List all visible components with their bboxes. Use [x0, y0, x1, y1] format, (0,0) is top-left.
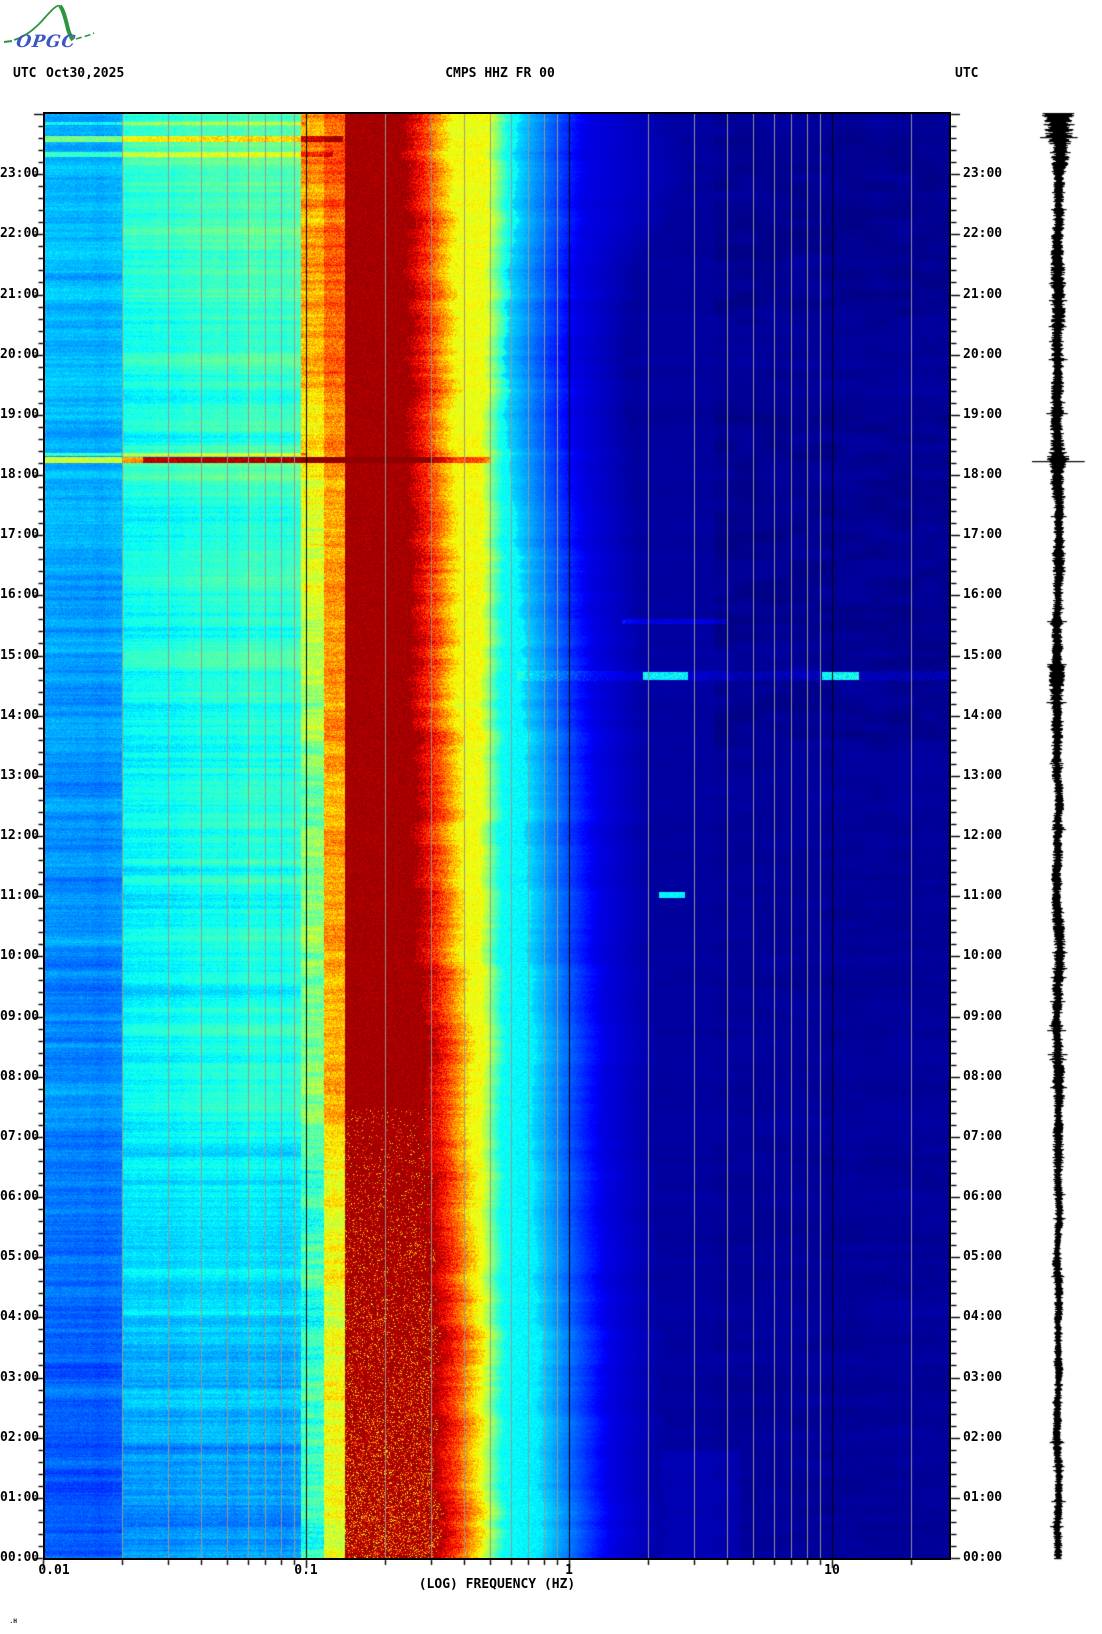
time-label-right: 13:00 [963, 767, 1003, 783]
time-label-right: 00:00 [963, 1550, 1003, 1565]
time-label-right: 14:00 [963, 707, 1003, 723]
time-label-right: 20:00 [963, 346, 1003, 362]
time-label-left: 00:00 [0, 1550, 40, 1565]
time-label-left: 07:00 [0, 1128, 40, 1144]
freq-tick-label: 0.01 [38, 1563, 70, 1578]
freq-tick-label: 10 [824, 1563, 840, 1578]
time-label-left: 01:00 [0, 1489, 40, 1505]
time-label-right: 12:00 [963, 828, 1003, 843]
time-label-right: 10:00 [963, 948, 1003, 964]
time-label-right: 19:00 [963, 406, 1003, 422]
freq-tick-label: 1 [565, 1563, 573, 1578]
time-label-right: 08:00 [963, 1068, 1003, 1084]
time-label-left: 02:00 [0, 1429, 40, 1445]
time-label-right: 04:00 [963, 1309, 1003, 1325]
time-label-left: 11:00 [0, 888, 40, 904]
time-label-left: 21:00 [0, 286, 40, 302]
time-label-left: 15:00 [0, 647, 40, 663]
time-label-left: 13:00 [0, 767, 40, 783]
time-label-left: 22:00 [0, 226, 40, 242]
time-label-left: 18:00 [0, 467, 40, 482]
time-label-left: 06:00 [0, 1189, 40, 1204]
x-axis-title: (LOG) FREQUENCY (HZ) [418, 1577, 576, 1592]
corner-artifact: .H [9, 1617, 18, 1625]
time-label-left: 16:00 [0, 587, 40, 603]
time-label-right: 05:00 [963, 1249, 1003, 1265]
time-label-right: 21:00 [963, 286, 1003, 302]
time-label-right: 02:00 [963, 1429, 1003, 1445]
time-label-right: 07:00 [963, 1128, 1003, 1144]
time-label-left: 10:00 [0, 948, 40, 964]
time-label-right: 16:00 [963, 587, 1003, 603]
time-label-right: 11:00 [963, 888, 1003, 904]
time-label-right: 06:00 [963, 1189, 1003, 1204]
time-label-left: 05:00 [0, 1249, 40, 1265]
time-label-left: 04:00 [0, 1309, 40, 1325]
time-label-right: 22:00 [963, 226, 1003, 242]
time-label-right: 17:00 [963, 527, 1003, 543]
time-label-right: 23:00 [963, 166, 1003, 182]
seismogram-trace [1013, 106, 1102, 1566]
time-label-left: 19:00 [0, 406, 40, 422]
time-label-left: 20:00 [0, 346, 40, 362]
time-label-left: 23:00 [0, 166, 40, 182]
time-label-left: 03:00 [0, 1369, 40, 1385]
freq-tick-label: 0.1 [294, 1563, 318, 1578]
time-label-right: 15:00 [963, 647, 1003, 663]
time-label-left: 14:00 [0, 707, 40, 723]
time-label-right: 01:00 [963, 1489, 1003, 1505]
time-label-right: 03:00 [963, 1369, 1003, 1385]
time-label-right: 09:00 [963, 1008, 1003, 1024]
time-label-right: 18:00 [963, 467, 1003, 482]
time-label-left: 08:00 [0, 1068, 40, 1084]
time-label-left: 12:00 [0, 828, 40, 843]
time-label-left: 17:00 [0, 527, 40, 543]
time-label-left: 09:00 [0, 1008, 40, 1024]
